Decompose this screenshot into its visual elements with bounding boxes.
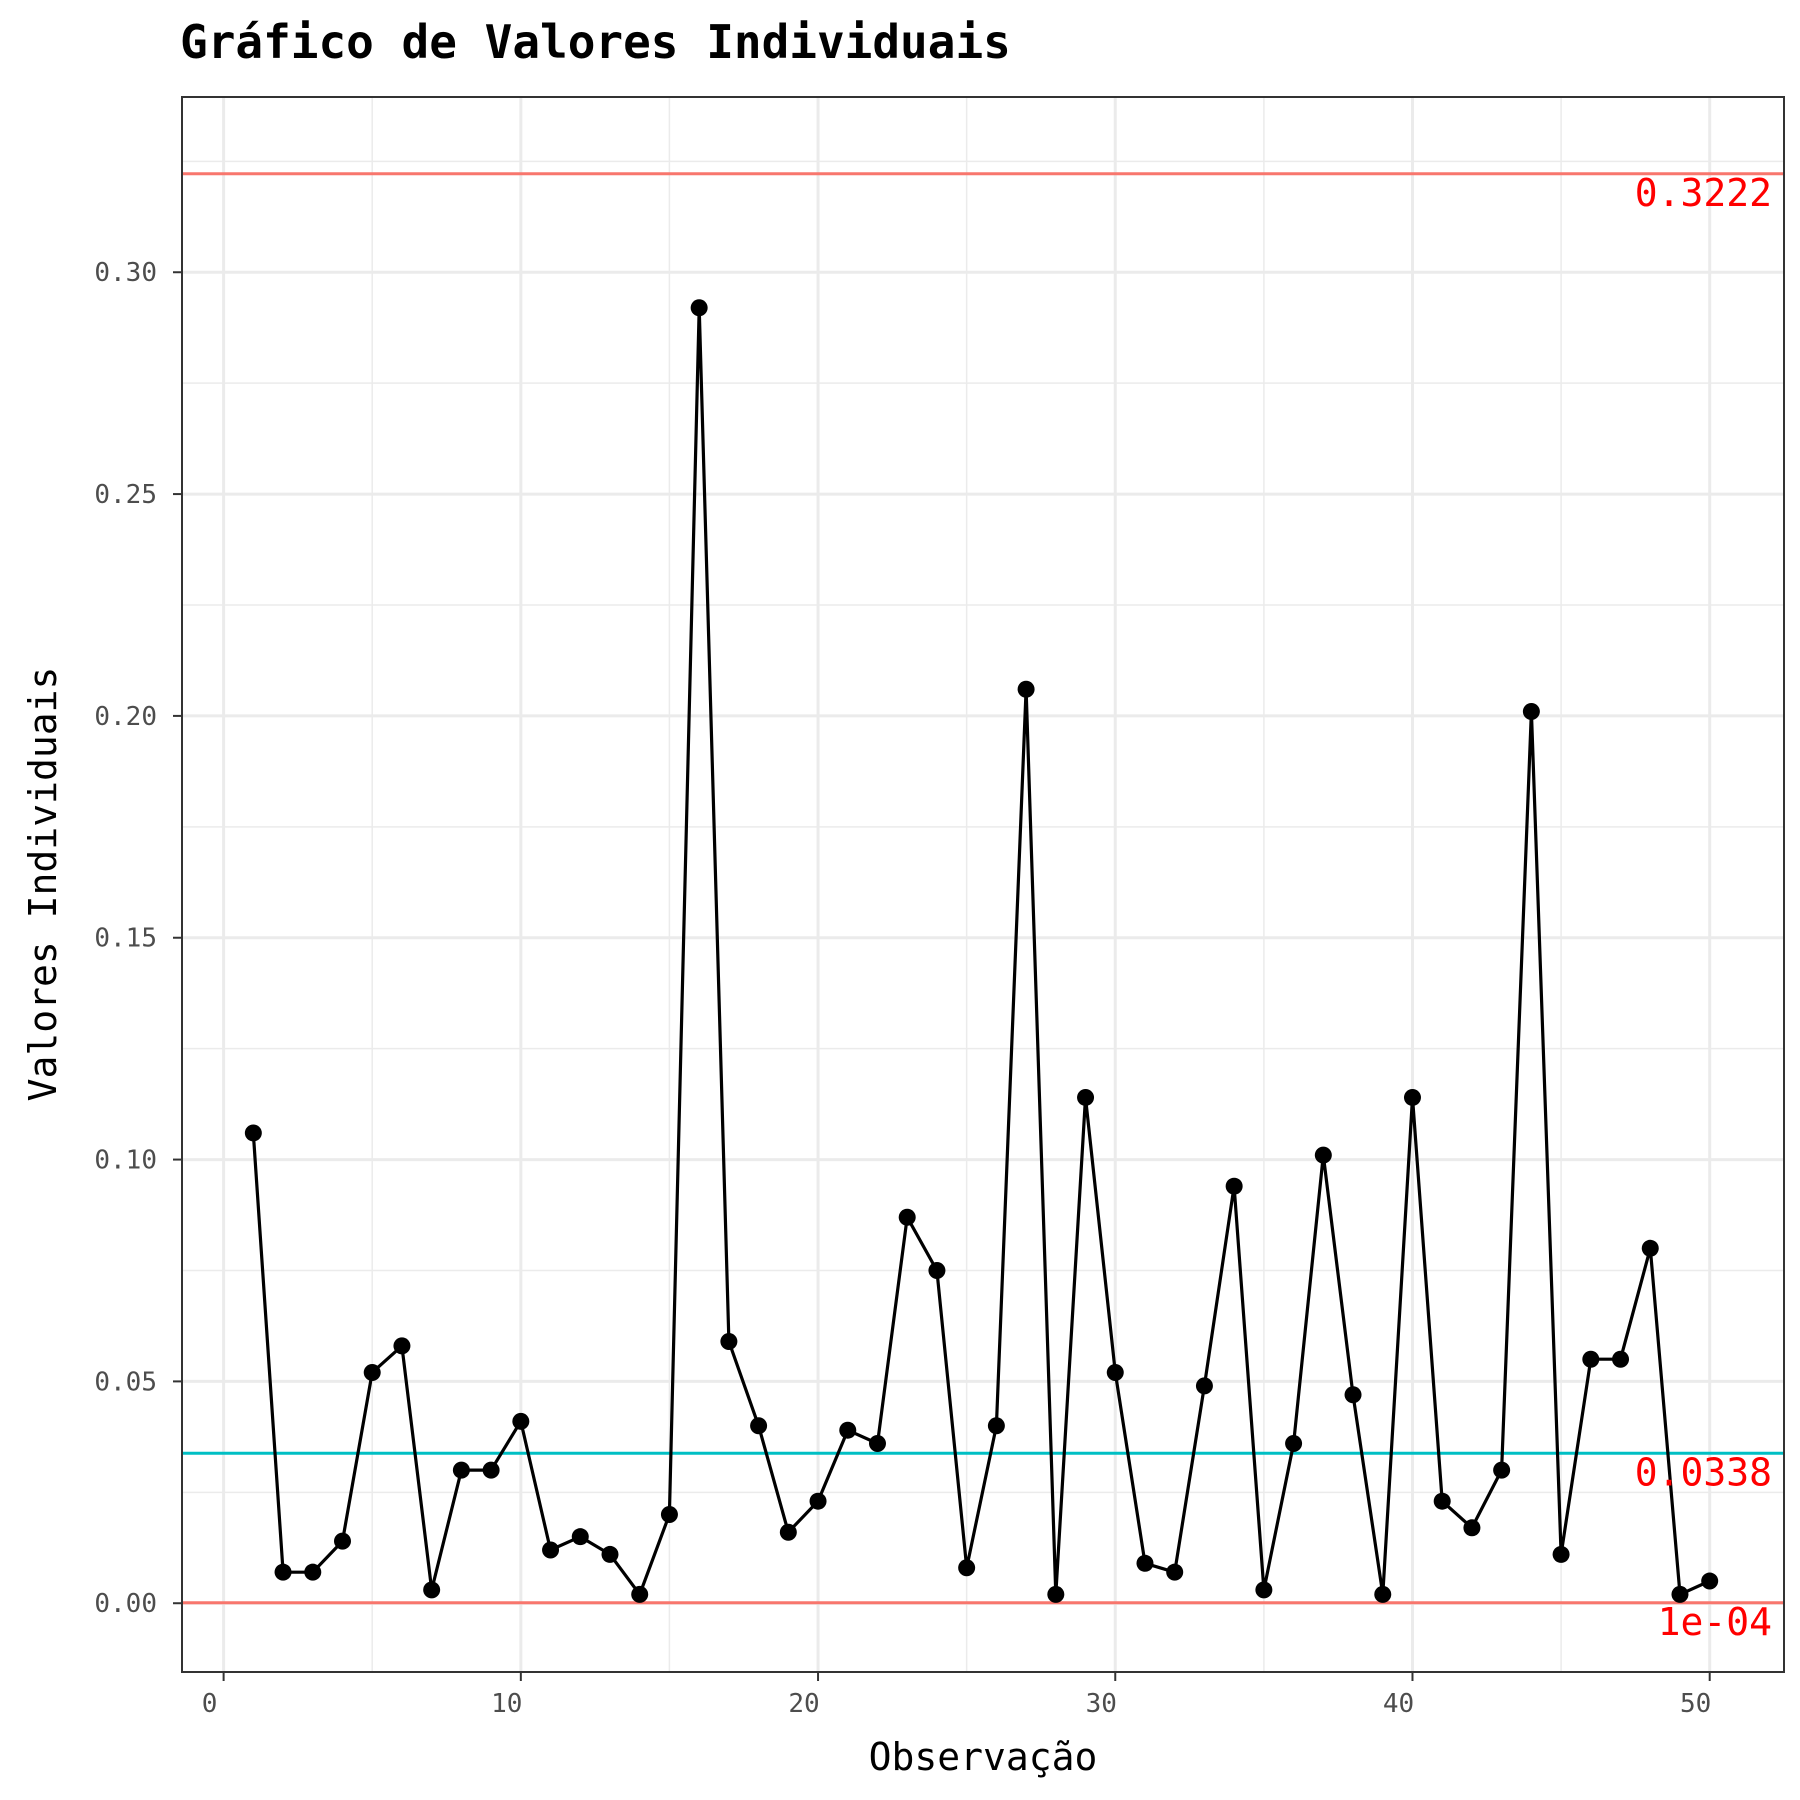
- data-point: [601, 1545, 619, 1563]
- data-point: [958, 1559, 976, 1577]
- data-point: [690, 299, 708, 317]
- data-point: [720, 1332, 738, 1350]
- y-axis-ticks: 0.00 0.05 0.10 0.15 0.20 0.25 0.30: [94, 258, 182, 1619]
- data-point: [363, 1364, 381, 1382]
- data-point: [1582, 1350, 1600, 1368]
- y-tick-label: 0.10: [94, 1146, 157, 1176]
- x-axis-ticks: 0 10 20 30 40 50: [202, 1672, 1711, 1719]
- data-point: [1047, 1585, 1065, 1603]
- data-point: [1225, 1177, 1243, 1195]
- data-point: [1285, 1435, 1303, 1453]
- data-point: [274, 1563, 292, 1581]
- reference-label-1: 0.0338: [1635, 1450, 1772, 1494]
- chart-title: Gráfico de Valores Individuais: [180, 15, 1011, 69]
- data-point: [660, 1506, 678, 1523]
- x-tick-label: 0: [202, 1689, 218, 1719]
- grid: [182, 97, 1784, 1672]
- y-tick-label: 0.00: [94, 1589, 157, 1619]
- y-tick-label: 0.30: [94, 258, 157, 288]
- data-point: [1255, 1581, 1273, 1599]
- data-point: [1463, 1519, 1481, 1537]
- data-point: [1612, 1350, 1630, 1368]
- x-tick-label: 20: [788, 1689, 819, 1719]
- plot-panel: [181, 96, 1785, 1673]
- reference-label-0: 0.3222: [1635, 171, 1772, 215]
- data-point: [839, 1421, 857, 1439]
- y-tick-label: 0.25: [94, 480, 157, 510]
- data-point: [1017, 680, 1035, 698]
- data-point: [1077, 1088, 1095, 1106]
- data-point: [542, 1541, 560, 1559]
- data-point: [631, 1585, 649, 1603]
- data-point: [1195, 1377, 1213, 1395]
- data-point: [333, 1532, 351, 1550]
- data-point: [1671, 1585, 1689, 1603]
- data-point: [1522, 702, 1540, 720]
- data-point: [393, 1337, 411, 1355]
- data-point: [1314, 1146, 1332, 1164]
- data-point: [1166, 1563, 1184, 1581]
- x-axis-title: Observação: [869, 1735, 1098, 1779]
- data-point: [1374, 1585, 1392, 1603]
- data-point: [1701, 1572, 1719, 1590]
- x-tick-label: 50: [1680, 1689, 1711, 1719]
- data-point: [750, 1417, 768, 1435]
- data-point: [1493, 1461, 1511, 1479]
- y-tick-label: 0.20: [94, 702, 157, 732]
- data-point: [779, 1523, 797, 1541]
- data-point: [1106, 1364, 1124, 1382]
- x-tick-label: 40: [1383, 1689, 1414, 1719]
- reference-lines: [182, 172, 1784, 1605]
- data-series: [244, 299, 1719, 1603]
- data-point: [809, 1492, 827, 1510]
- data-point: [244, 1124, 262, 1142]
- x-tick-label: 10: [491, 1689, 522, 1719]
- data-point: [1403, 1088, 1421, 1106]
- data-point: [868, 1435, 886, 1453]
- x-tick-label: 30: [1086, 1689, 1117, 1719]
- data-point: [423, 1581, 441, 1599]
- data-point: [571, 1528, 589, 1546]
- reference-label-2: 1e-04: [1658, 1600, 1772, 1644]
- series-line: [251, 306, 1711, 1597]
- data-point: [482, 1461, 500, 1479]
- data-point: [304, 1563, 322, 1581]
- data-point: [1552, 1545, 1570, 1563]
- data-point: [1136, 1554, 1154, 1572]
- reference-labels: 0.3222 0.0338 1e-04: [1635, 171, 1772, 1644]
- data-point: [898, 1208, 916, 1226]
- data-point: [452, 1461, 470, 1479]
- y-tick-label: 0.15: [94, 924, 157, 954]
- data-point: [1433, 1492, 1451, 1510]
- data-point: [928, 1261, 946, 1279]
- data-point: [987, 1417, 1005, 1435]
- y-tick-label: 0.05: [94, 1367, 157, 1397]
- data-point: [512, 1412, 530, 1430]
- data-point: [1344, 1386, 1362, 1404]
- data-point: [1641, 1239, 1659, 1257]
- y-axis-title: Valores Individuais: [21, 667, 65, 1102]
